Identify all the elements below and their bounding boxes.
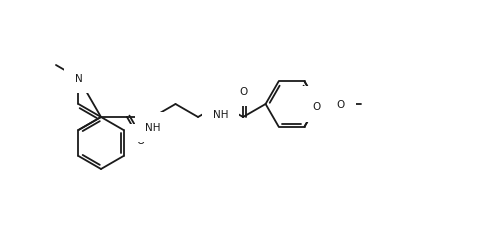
Text: O: O (136, 135, 144, 145)
Text: O: O (239, 87, 247, 97)
Text: NH: NH (213, 109, 228, 119)
Text: O: O (312, 97, 321, 107)
Text: NH: NH (145, 122, 161, 132)
Text: O: O (312, 102, 321, 112)
Text: N: N (75, 74, 82, 84)
Text: O: O (337, 100, 345, 109)
